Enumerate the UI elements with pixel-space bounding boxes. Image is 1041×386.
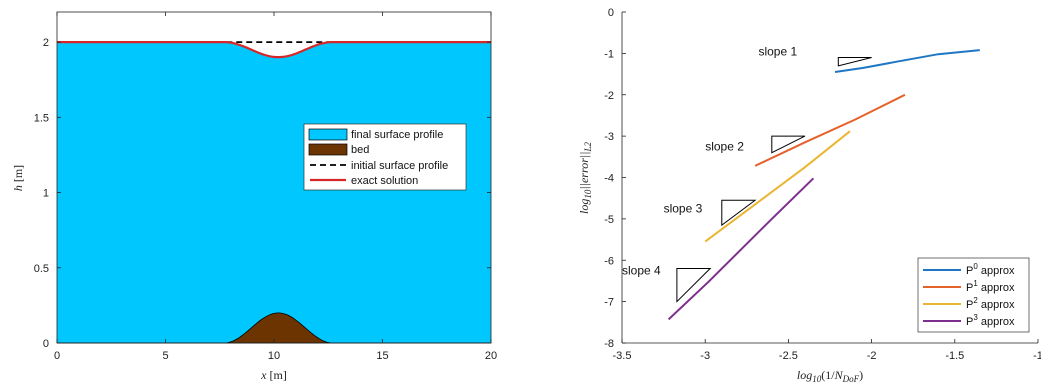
x-tick-label: -3.5 <box>613 350 632 362</box>
slope-annotations: slope 1 slope 2 slope 3 slope 4 <box>622 44 872 303</box>
series-line-p1 <box>754 93 906 167</box>
y-tick-label: -1 <box>604 48 614 60</box>
legend-swatch-bed <box>308 143 348 156</box>
slope-triangle <box>676 268 712 303</box>
legend-label-final-surface: final surface profile <box>351 129 443 141</box>
y-tick-label: 0.5 <box>34 263 49 275</box>
x-tick-label: 10 <box>268 350 280 362</box>
legend-label-p0: P0 approx <box>966 262 1015 277</box>
x-axis-label-right: log10(1/NDoF) <box>797 368 863 384</box>
y-tick-label: -3 <box>604 131 614 143</box>
x-tick-label: 5 <box>162 350 168 362</box>
legend-label-p2: P2 approx <box>966 296 1015 311</box>
x-tick-label: -3 <box>700 350 710 362</box>
x-tick-label: -1.5 <box>945 350 964 362</box>
slope-triangle <box>837 57 872 67</box>
x-tick-label: -1 <box>1033 350 1041 362</box>
legend-label-p3: P3 approx <box>966 313 1015 328</box>
y-tick-label: 0 <box>608 7 614 19</box>
legend-label-initial-surface: initial surface profile <box>351 160 448 172</box>
final-surface-area <box>57 42 491 343</box>
legend-label-p1: P1 approx <box>966 279 1015 294</box>
y-tick-label: -5 <box>604 214 614 226</box>
y-tick-label: 2 <box>43 37 49 49</box>
x-axis-ticks-right: -3.5 -3 -2.5 -2 -1.5 -1 <box>613 339 1041 362</box>
y-axis-ticks-right: -8 -7 -6 -5 -4 -3 -2 -1 0 <box>604 7 626 350</box>
x-tick-label: 20 <box>485 350 497 362</box>
series-line-p0 <box>834 49 980 73</box>
y-axis-label-left: h[m] <box>11 165 25 191</box>
legend-swatch-final-surface <box>308 128 348 141</box>
slope-label: slope 2 <box>705 140 744 154</box>
legend-label-exact-solution: exact solution <box>351 175 418 187</box>
legend-left: final surface profile bed initial surfac… <box>303 123 467 191</box>
series-line-p2 <box>704 130 851 243</box>
x-tick-label: -2.5 <box>779 350 798 362</box>
y-axis-label-right: log10||error||L2 <box>577 142 593 214</box>
y-tick-label: -2 <box>604 90 614 102</box>
y-tick-label: -4 <box>604 173 614 185</box>
series-line-p3 <box>667 177 815 321</box>
y-tick-label: -7 <box>604 297 614 309</box>
slope-triangle <box>771 135 806 154</box>
y-axis-ticks-left: 0 0.5 1 1.5 2 <box>34 37 491 350</box>
legend-right: P0 approx P1 approx P2 approx P3 approx <box>917 257 1030 333</box>
legend-label-bed: bed <box>351 144 369 156</box>
convergence-lines <box>667 49 980 321</box>
surface-profile-chart: 0 5 10 15 20 0 0.5 1 1.5 2 x [m] h[m] final surfa… <box>11 11 497 382</box>
y-tick-label: -8 <box>604 338 614 350</box>
x-axis-ticks-left: 0 5 10 15 20 <box>54 12 497 362</box>
y-tick-label: 1 <box>43 188 49 200</box>
slope-triangle <box>721 199 757 227</box>
y-tick-label: 0 <box>43 338 49 350</box>
slope-label: slope 3 <box>664 202 703 216</box>
exact-solution-line <box>57 41 491 59</box>
x-tick-label: -2 <box>867 350 877 362</box>
y-tick-label: -6 <box>604 255 614 267</box>
slope-label: slope 1 <box>758 44 797 58</box>
x-tick-label: 15 <box>376 350 388 362</box>
x-tick-label: 0 <box>54 350 60 362</box>
y-tick-label: 1.5 <box>34 112 49 124</box>
x-axis-label-left: x [m] <box>260 368 287 382</box>
slope-label: slope 4 <box>622 264 661 278</box>
